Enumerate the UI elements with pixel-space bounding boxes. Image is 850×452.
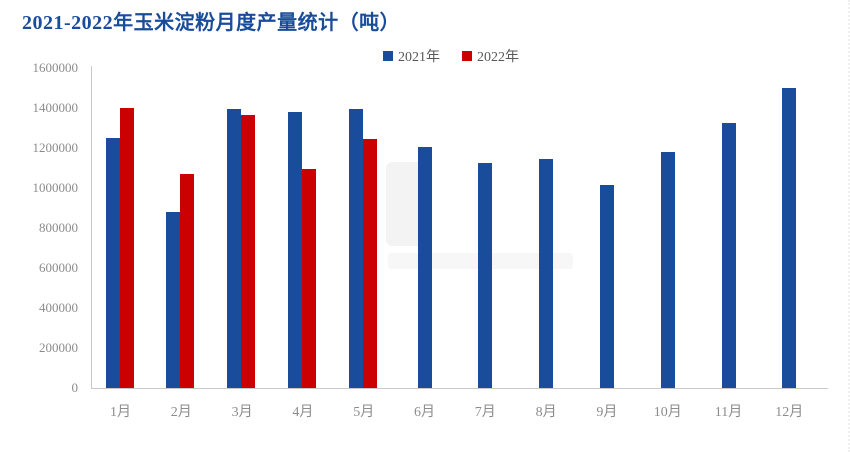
bar-2022-2月 — [180, 174, 195, 388]
bar-2021-12月 — [782, 88, 797, 388]
legend-item-2022: 2022年 — [462, 46, 519, 66]
chart-legend: 2021年 2022年 — [383, 46, 519, 66]
bar-2021-5月 — [348, 109, 363, 388]
bar-2021-4月 — [287, 112, 302, 388]
legend-swatch-2022-icon — [462, 51, 472, 61]
y-axis-tick-label: 200000 — [39, 340, 78, 355]
legend-label-2021: 2021年 — [398, 50, 440, 65]
bar-2021-7月 — [478, 163, 493, 388]
bar-2022-1月 — [119, 108, 134, 388]
y-axis-tick-label: 800000 — [39, 220, 78, 235]
y-axis-tick-label: 1000000 — [32, 180, 79, 195]
x-axis-line — [91, 388, 828, 389]
bar-2021-6月 — [417, 147, 432, 388]
y-axis-line — [91, 66, 92, 388]
bar-2022-3月 — [241, 115, 256, 388]
legend-item-2021: 2021年 — [383, 46, 440, 66]
x-axis-label: 12月 — [775, 405, 804, 420]
x-axis-label: 10月 — [653, 405, 682, 420]
x-axis-label: 8月 — [535, 405, 557, 420]
bar-2021-9月 — [599, 185, 614, 388]
bar-2021-10月 — [660, 152, 675, 388]
x-axis-label: 6月 — [414, 405, 435, 420]
bar-2021-3月 — [227, 109, 242, 388]
y-axis-tick-label: 600000 — [39, 260, 78, 275]
bar-2021-11月 — [721, 123, 736, 388]
x-axis-label: 2月 — [170, 405, 192, 420]
y-axis-tick-label: 400000 — [39, 300, 78, 315]
x-axis-label: 1月 — [110, 405, 131, 420]
x-axis-label: 11月 — [714, 405, 743, 420]
y-axis-tick-label: 1200000 — [32, 140, 79, 155]
y-axis-tick-label: 1600000 — [32, 60, 79, 75]
x-axis-label: 7月 — [474, 405, 496, 420]
bar-2021-8月 — [539, 159, 554, 388]
legend-swatch-2021-icon — [383, 51, 393, 61]
bar-2022-5月 — [362, 139, 377, 388]
legend-label-2022: 2022年 — [477, 50, 519, 65]
bar-2022-4月 — [301, 169, 316, 388]
bar-2021-1月 — [105, 138, 120, 388]
bar-2021-2月 — [166, 212, 181, 388]
y-axis-tick-label: 1400000 — [32, 100, 79, 115]
chart-title: 2021-2022年玉米淀粉月度产量统计（吨） — [22, 12, 401, 34]
x-axis-label: 4月 — [292, 405, 314, 420]
y-axis-tick-label: 0 — [71, 380, 79, 395]
x-axis-label: 5月 — [353, 405, 375, 420]
x-axis-label: 3月 — [231, 405, 253, 420]
x-axis-label: 9月 — [596, 405, 618, 420]
